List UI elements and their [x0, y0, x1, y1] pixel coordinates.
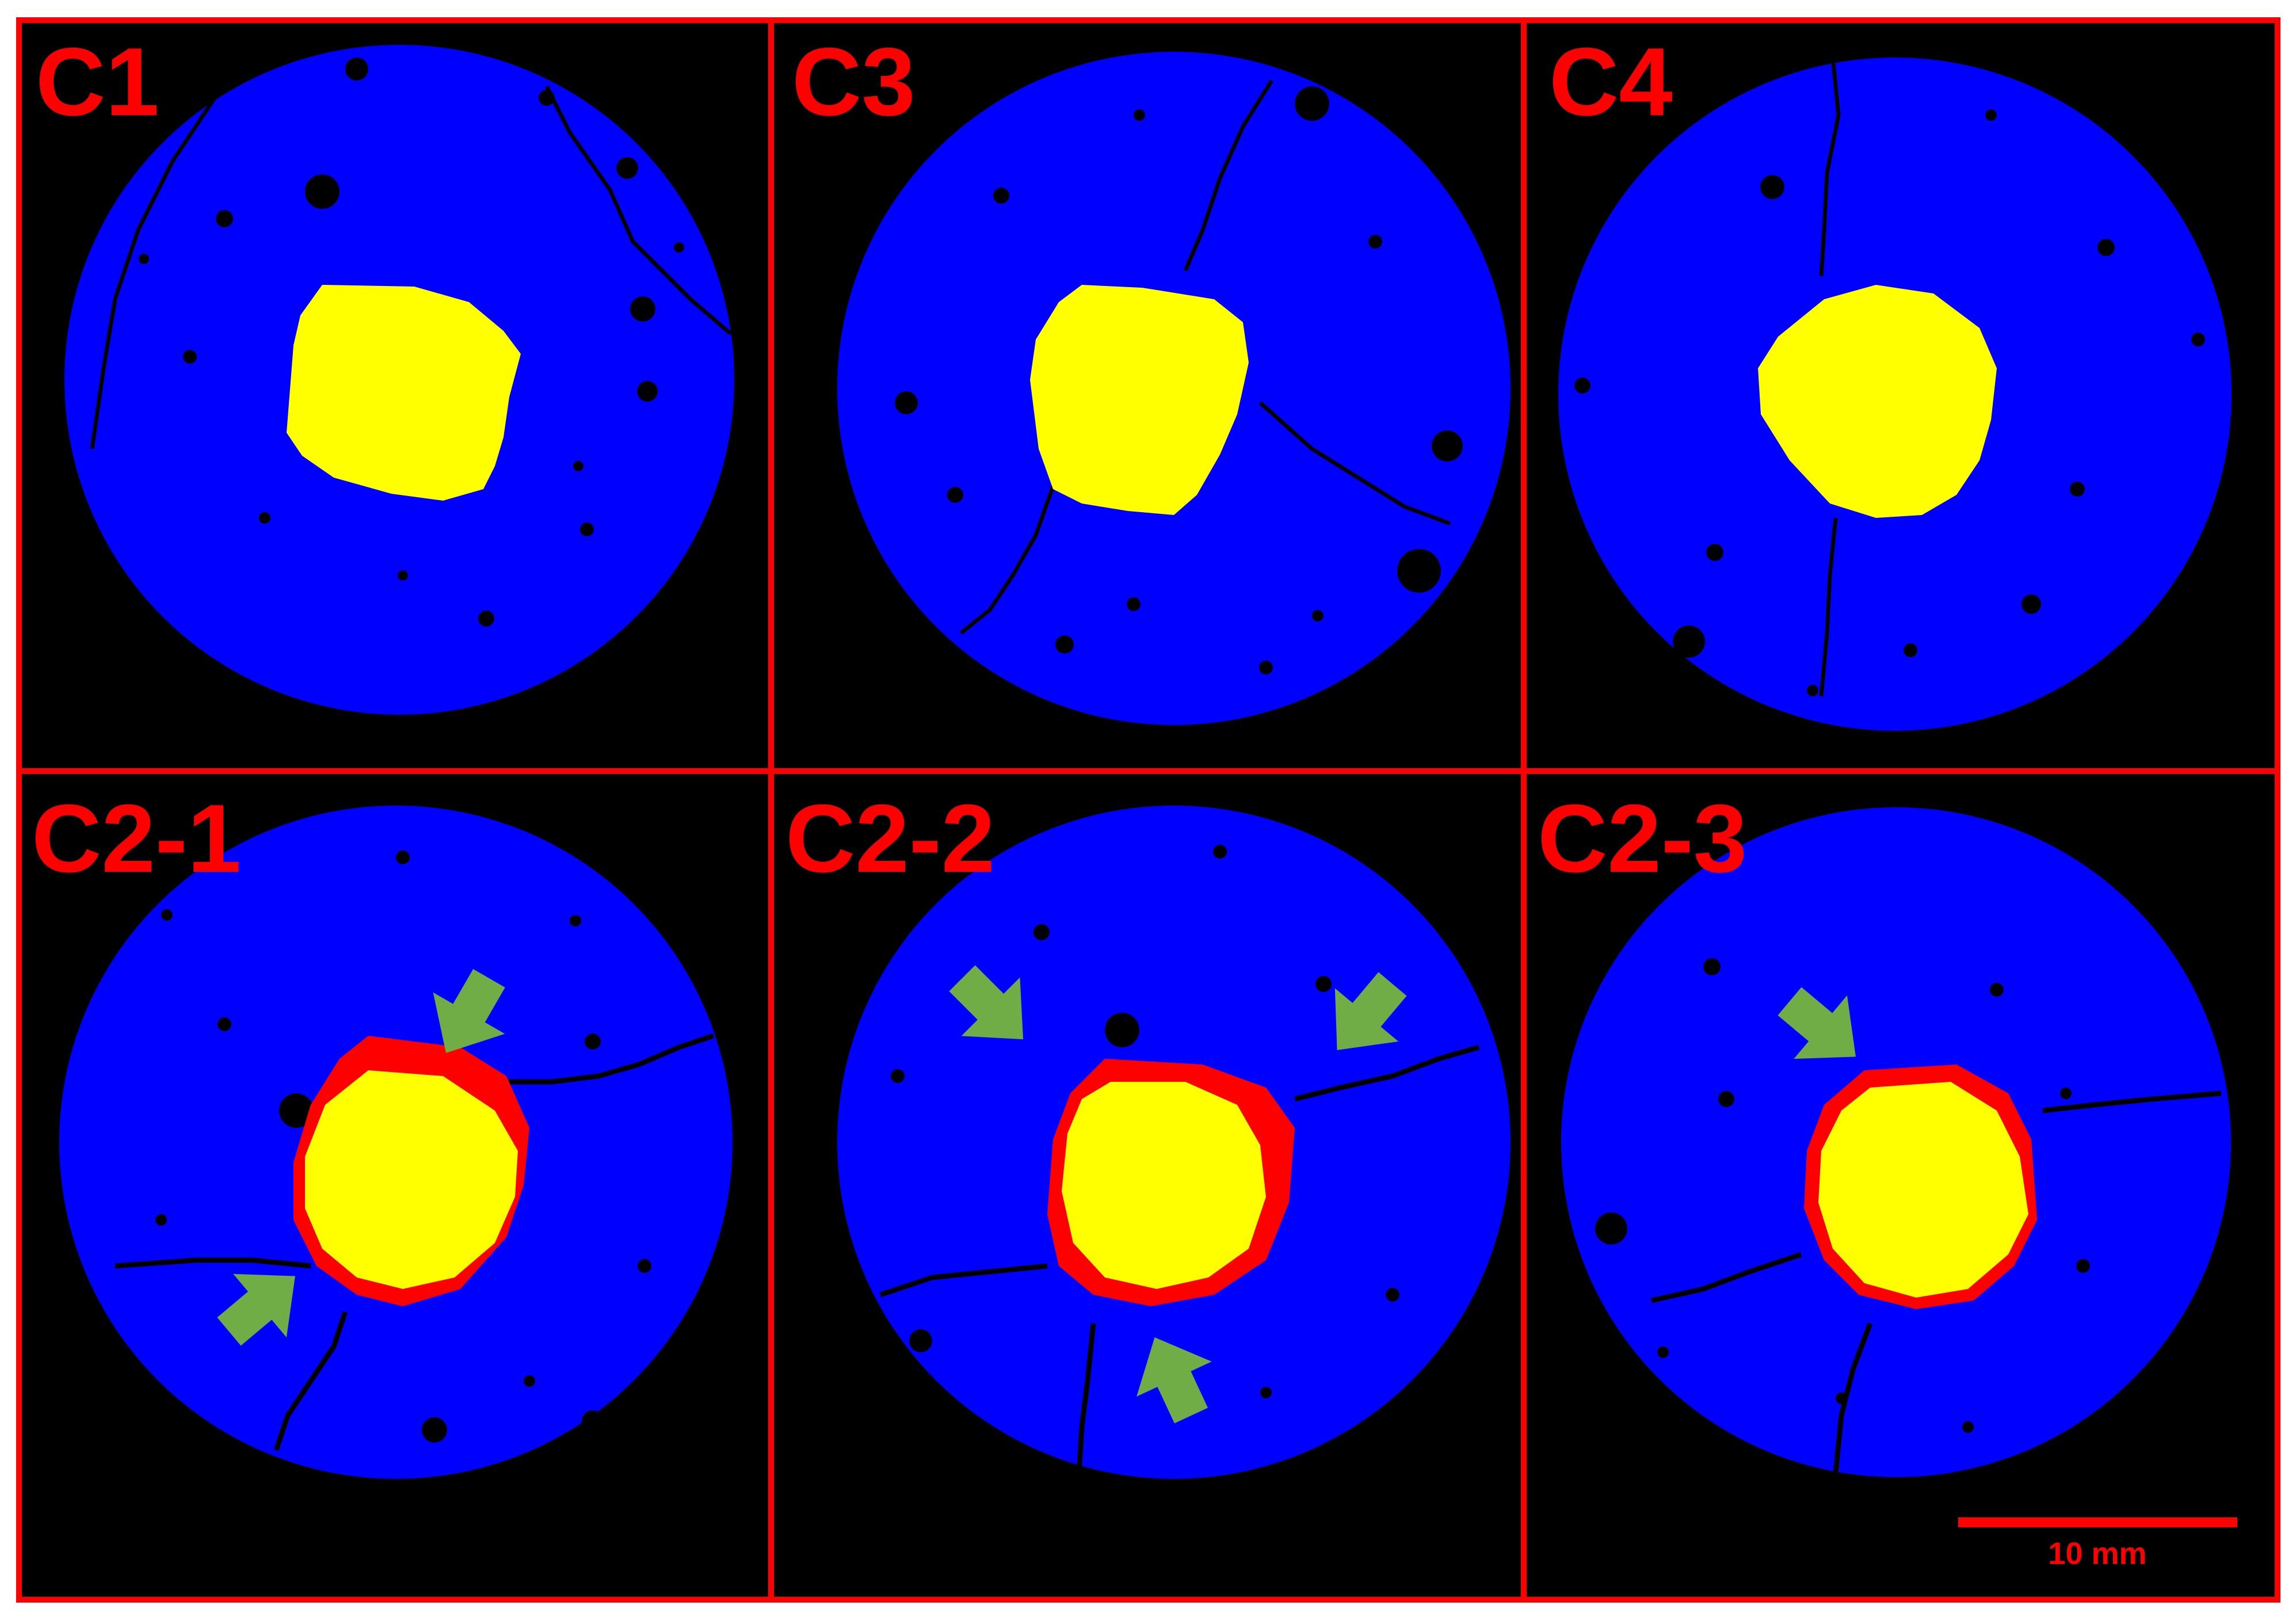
outer-frame: [16, 17, 2280, 1603]
cracks: [90, 85, 733, 449]
panel-c4: C4: [1549, 28, 2232, 731]
panel-label: C2-1: [32, 784, 241, 892]
arrow-icon: [1136, 1337, 1212, 1424]
pores: [846, 86, 1463, 674]
arrow-icon: [433, 969, 505, 1053]
pores: [139, 58, 684, 627]
panel-c1: C1: [36, 28, 734, 715]
panel-label: C1: [36, 28, 159, 136]
pores: [1574, 109, 2205, 696]
arrows: [949, 965, 1407, 1424]
panel-c3: C3: [792, 28, 1511, 725]
arrows: [217, 969, 505, 1346]
arrow-icon: [949, 965, 1024, 1040]
inclusion: [1758, 285, 1997, 518]
pores: [155, 850, 651, 1443]
cracks: [959, 79, 1451, 635]
panel-c2-1: C2-1: [32, 784, 733, 1479]
inclusion: [1030, 285, 1249, 515]
cracks: [879, 1044, 1480, 1474]
panel-c2-3: C2-3: [1538, 784, 2231, 1477]
panel-label: C3: [792, 28, 916, 136]
arrow-icon: [1334, 972, 1407, 1050]
pores: [1595, 958, 2090, 1433]
panel-label: C2-3: [1538, 784, 1747, 892]
scale-bar-label: 10 mm: [2048, 1536, 2146, 1571]
arrow-icon: [217, 1273, 295, 1346]
inclusion: [287, 285, 521, 501]
cracks: [1651, 1090, 2222, 1474]
arrows: [1778, 987, 1856, 1059]
inclusion: [305, 1070, 518, 1289]
cracks: [115, 1033, 715, 1451]
panel-label: C2-2: [785, 784, 995, 892]
pores: [891, 845, 1399, 1433]
panel-grid: [16, 17, 2280, 1603]
cracks: [1819, 57, 1841, 697]
panel-c2-2: C2-2: [785, 784, 1511, 1479]
inclusion: [1818, 1082, 2028, 1298]
scale-bar: 10 mm: [1958, 1517, 2237, 1571]
inclusion: [1062, 1082, 1266, 1289]
panel-label: C4: [1549, 28, 1673, 136]
scale-bar-line: [1958, 1517, 2237, 1527]
arrow-icon: [1778, 987, 1856, 1059]
